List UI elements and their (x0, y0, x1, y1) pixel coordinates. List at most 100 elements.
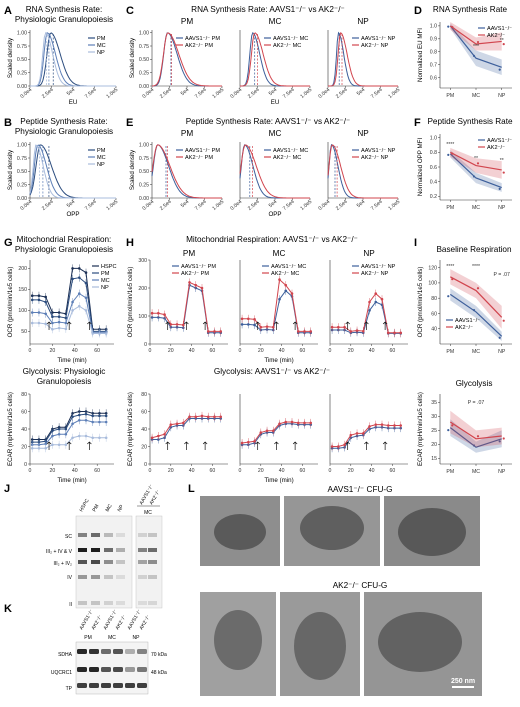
panel-g2-point (71, 436, 74, 440)
panel-h2-pm-ylabel: ECAR (mpH/min/1e5 cells) (127, 392, 134, 466)
panel-g2-ytick-label: 20 (21, 444, 27, 450)
panel-d-ribbon-ak2 (450, 22, 502, 51)
panel-i-point (447, 295, 450, 298)
panel-c-mc-xtick-label: 5e4 (268, 87, 279, 97)
panel-h-np-point (349, 330, 353, 333)
j-band (116, 533, 125, 537)
j-band (104, 533, 113, 537)
panel-d-xtick-label: PM (446, 93, 454, 99)
panel-h2-np-point (380, 423, 384, 426)
panel-h-np-point (330, 325, 334, 329)
panel-e-pm-ytick-label: 0.00 (139, 196, 149, 202)
j-band (138, 575, 147, 579)
panel-h2-mc: Time (min) 0 20 40 60 (239, 394, 318, 484)
panel-g-point (77, 304, 81, 308)
panel-e-np-xtick-label: 0.0e4 (317, 199, 331, 212)
panel-h2-pm-xtick-label: 20 (168, 468, 174, 474)
panel-h2-pm-ytick-label: 80 (141, 392, 147, 398)
panel-h-pm-point (219, 330, 223, 333)
panel-h-pm-point (194, 283, 198, 287)
panel-c-mc-xlabel: EU (271, 99, 280, 106)
panel-h-mc-point (309, 330, 313, 333)
panel-h-np-point (343, 325, 346, 329)
panel-g-point (84, 281, 88, 285)
panel-h-pm-point (200, 286, 204, 290)
panel-e-np: NP 0.0e4 2.5e4 5e4 7.5e4 1.0e5 AAVS1⁻/⁻ NPAK2⁻… (317, 129, 401, 212)
panel-e-pm-xtick-label: 1.0e5 (211, 199, 225, 212)
title-b-2: Physiologic Granulopoiesis (15, 127, 113, 136)
panel-e-np-xtick-label: 7.5e4 (370, 199, 384, 212)
k-bands (77, 649, 147, 688)
panel-h-pm-injection-arrow (202, 321, 208, 330)
panel-h-pm-point (213, 330, 216, 333)
panel-g2-point (64, 432, 68, 436)
panel-h-pm-ytick-label: 100 (138, 314, 147, 320)
panel-g-xtick-label: 0 (29, 348, 32, 354)
title-e: Peptide Synthesis Rate: AAVS1⁻/⁻ vs AK2⁻… (186, 117, 351, 126)
panel-h-pm-point (150, 316, 154, 319)
panel-h-pm-ytick-label: 300 (138, 258, 147, 264)
panel-i-point (502, 319, 505, 322)
panel-e-np-legend-label: AK2⁻/⁻ NP (361, 155, 389, 161)
panel-f-significance: ** (500, 158, 504, 164)
panel-g-ytick-label: 50 (21, 329, 27, 335)
panel-h-pm-ytick-label: 200 (138, 286, 147, 292)
panel-d-line-ak2 (449, 25, 502, 45)
panel-h-pm-xtick-label: 0 (149, 348, 152, 354)
panel-g-point (37, 294, 41, 298)
l-top-label: AAVS1⁻/⁻ CFU-G (328, 485, 393, 494)
panel-i-ytick-label: 40 (431, 327, 437, 333)
panel-g2-point (51, 429, 54, 433)
panel-h-np-point (380, 297, 384, 301)
panel-d-point (447, 25, 450, 28)
panel-h-pm: OCR (pmol/min/1e5 cells) 0 100 200 300 0 20 40 6… (127, 249, 228, 354)
em-mito-1 (214, 514, 266, 550)
panel-i-ytick-label: 80 (431, 296, 437, 302)
panel-a-ytick-label: 1.00 (17, 30, 27, 36)
panel-h2-pm-ytick-label: 20 (141, 444, 147, 450)
panel-h2-mc-point (278, 422, 281, 426)
j-band (104, 575, 113, 579)
panel-h2-pm-point (194, 415, 198, 419)
panel-g-point (84, 271, 88, 274)
panel-a-ylabel: Scaled density (7, 37, 14, 78)
panel-h2-pm-point (181, 421, 185, 425)
panel-d-ylabel: Normalized EU MFI (417, 28, 424, 82)
panel-g-point (37, 311, 41, 314)
j-lane-group-mc: MC (144, 510, 152, 516)
panel-f-ytick-label: 1.0 (430, 135, 437, 141)
panel-c-mc-xtick-label: 2.5e4 (247, 87, 261, 100)
panel-g2-point (77, 418, 81, 422)
panel-g-injection-arrow (46, 321, 52, 330)
panel-h2-mc-point (296, 421, 300, 425)
panel-b-ytick-label: 1.00 (17, 142, 27, 148)
panel-h2-np-injection-arrow (364, 441, 369, 450)
panel-e-pm-ytick-label: 0.25 (139, 182, 149, 188)
panel-letter-a: A (4, 5, 12, 17)
panel-g-point (30, 321, 34, 325)
panel-h2-mc-point (309, 421, 313, 425)
panel-h2-pm-injection-arrow (202, 441, 208, 450)
k-band (125, 667, 135, 672)
title-g2-2: Granulopoiesis (37, 377, 92, 386)
panel-h2-np-point (374, 423, 378, 426)
scale-bar (452, 686, 474, 688)
panel-c-mc-xtick-label: 0.0e4 (229, 87, 243, 100)
panel-h-mc-point (253, 318, 256, 321)
panel-b-xtick-label: 5e4 (66, 199, 77, 209)
panel-h2-np-injection-arrow (345, 441, 350, 450)
panel-i-line-aavs1 (449, 293, 503, 337)
title-i: Baseline Respiration (436, 245, 512, 254)
panel-h-mc-group-label: MC (273, 249, 286, 258)
panel-e-mc-group-label: MC (269, 129, 282, 138)
panel-i-xtick-label: MC (472, 349, 480, 355)
panel-a-ytick-label: 0.75 (17, 44, 27, 50)
panel-i2-xtick-label: NP (498, 469, 506, 475)
panel-d-ytick-label: 0.8 (430, 50, 437, 56)
panel-i2-ylabel: ECAR (mpH/min/1e5 cells) (417, 392, 424, 466)
panel-a-legend-label: PM (97, 36, 106, 42)
j-band (148, 575, 157, 579)
k-band (137, 649, 147, 654)
panel-h-mc-point (296, 330, 300, 333)
